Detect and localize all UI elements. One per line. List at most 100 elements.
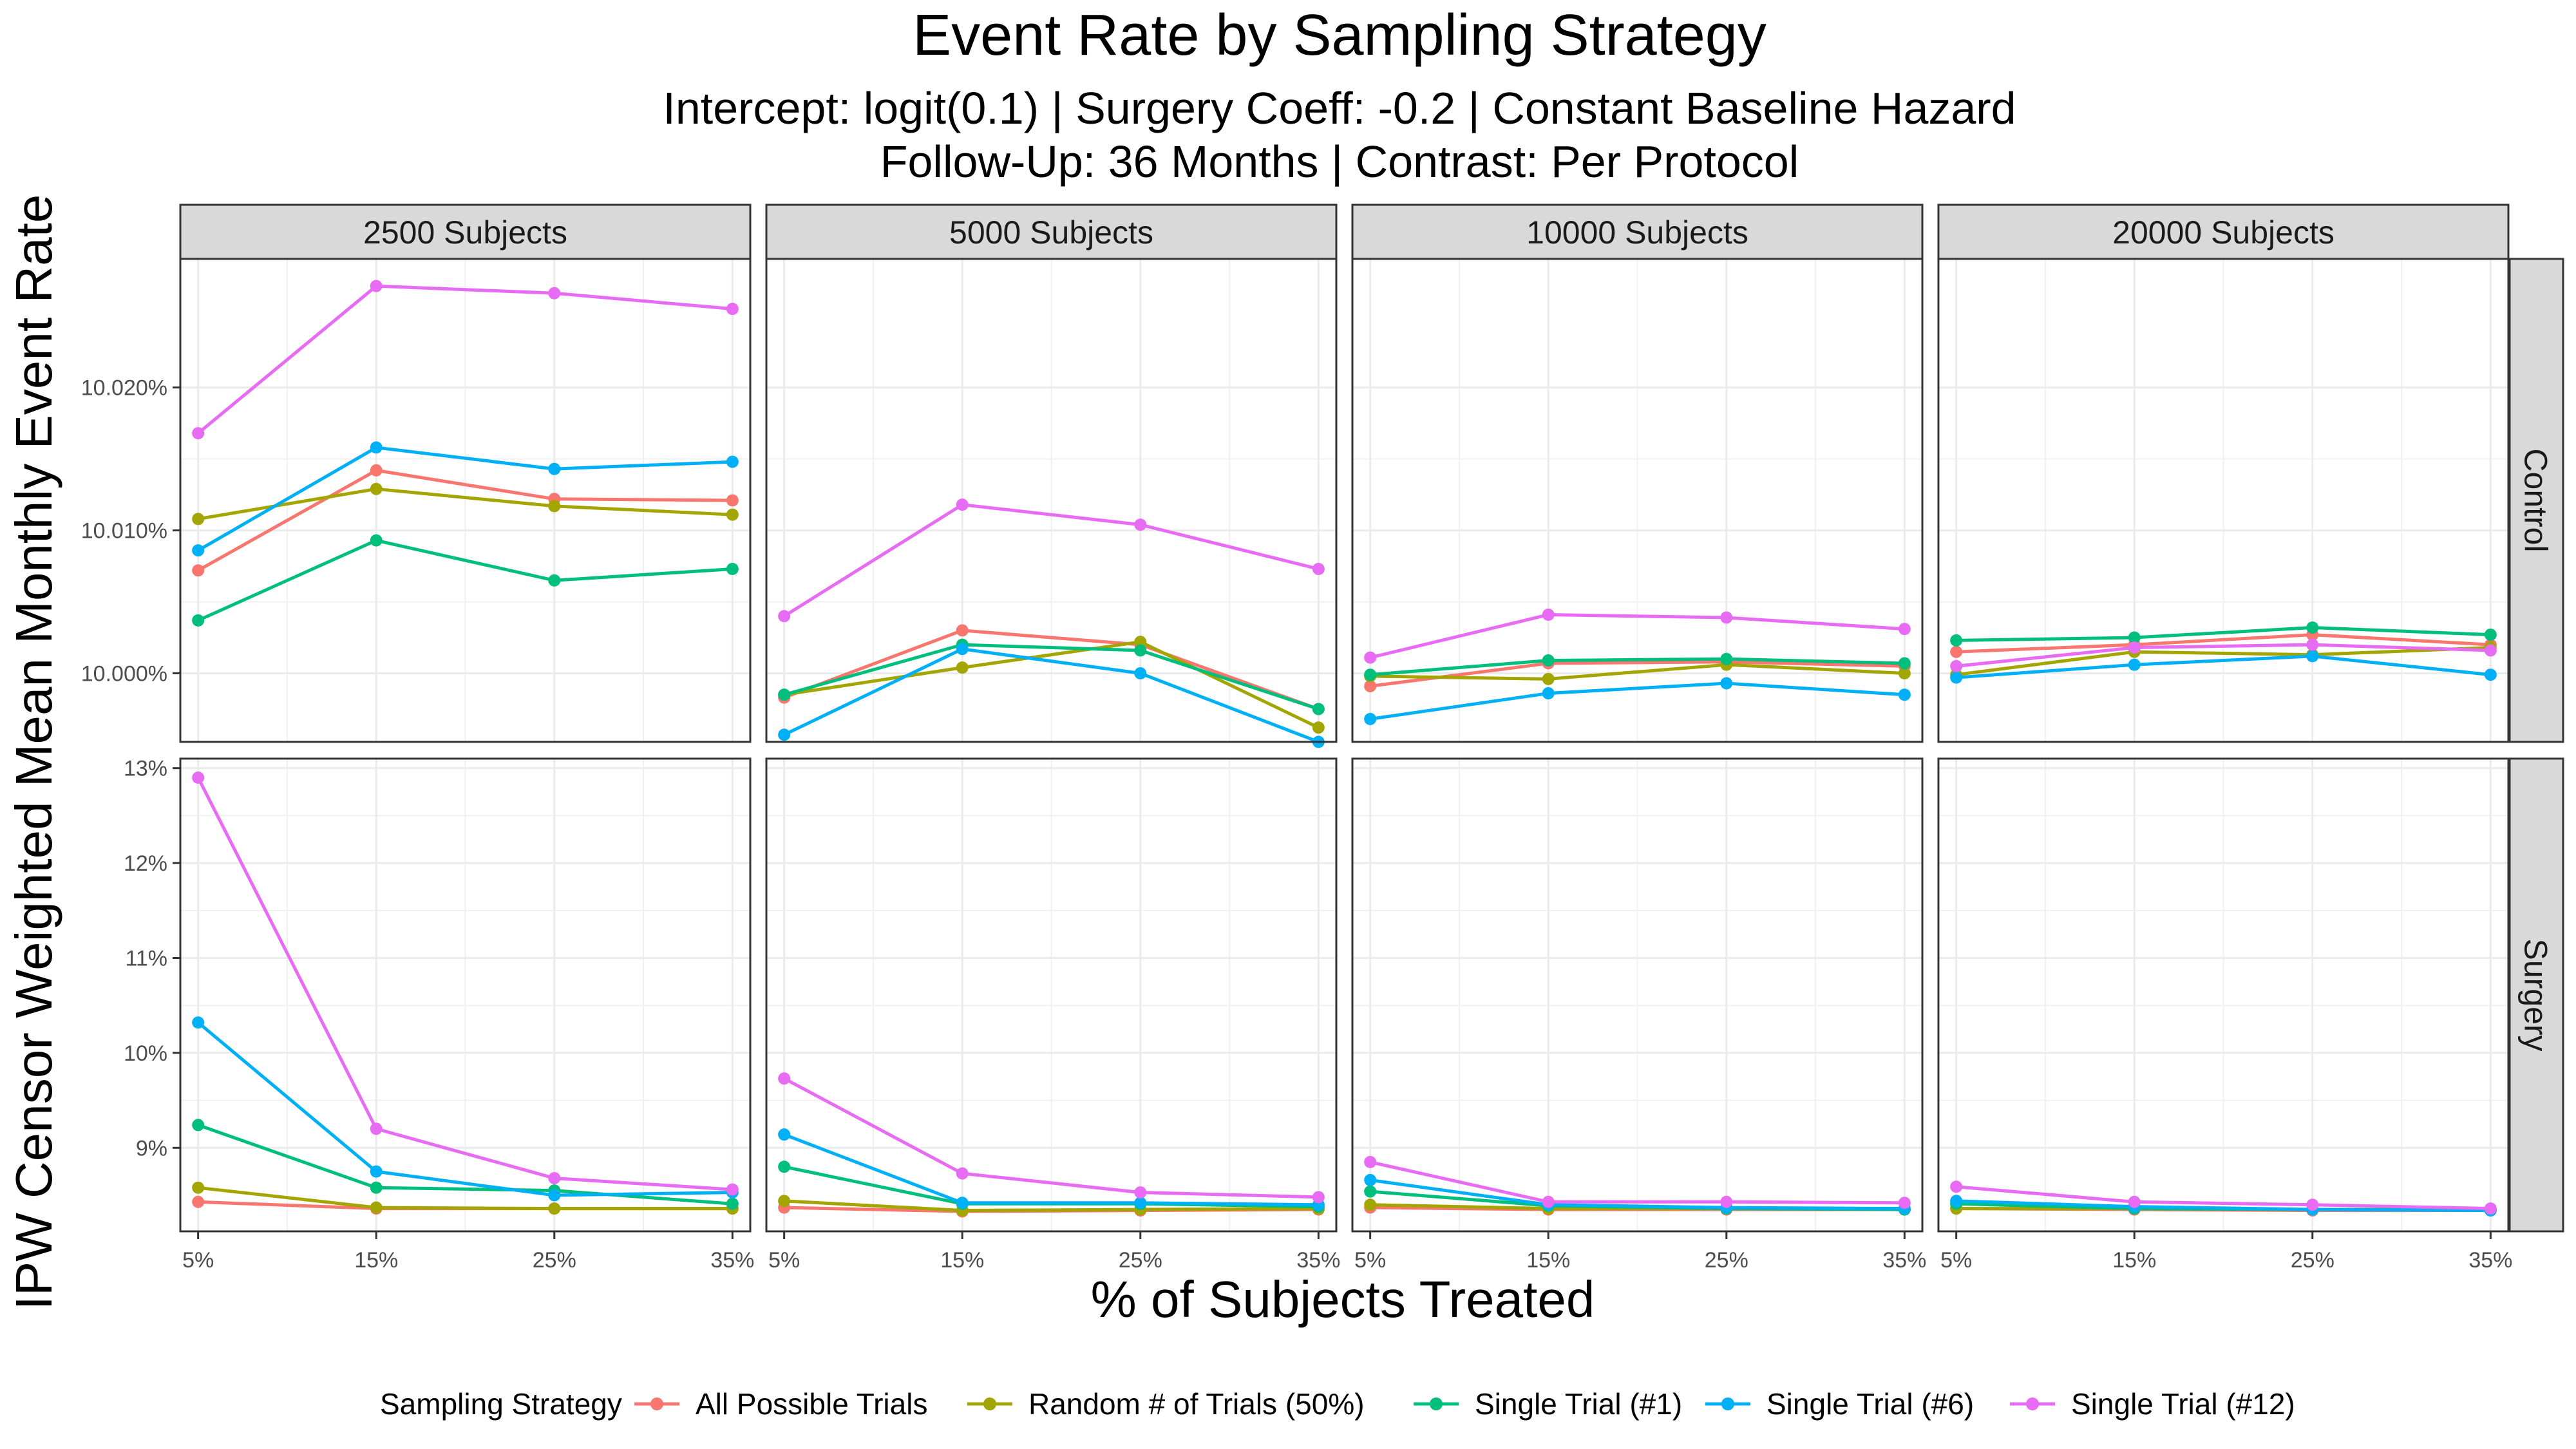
y-tick-label: 10.010%: [81, 519, 167, 544]
data-point: [1542, 609, 1555, 621]
series-line: [783, 1133, 1319, 1207]
y-tick-label: 12%: [124, 851, 167, 876]
data-point: [2128, 631, 2141, 644]
x-axis-title: % of Subjects Treated: [1091, 1271, 1595, 1328]
series-line: [197, 1123, 733, 1206]
data-point: [2484, 668, 2497, 681]
data-point: [1898, 657, 1911, 670]
data-point: [1364, 1173, 1377, 1186]
series-line: [197, 446, 733, 552]
data-point: [1950, 1195, 1963, 1208]
series-line: [1370, 1178, 1905, 1211]
x-tick-label: 5%: [1354, 1248, 1386, 1273]
data-point: [192, 427, 205, 440]
data-point: [1312, 721, 1325, 734]
data-point: [1898, 667, 1911, 679]
data-point: [726, 563, 739, 576]
facet-strip-label: 2500 Subjects: [363, 214, 567, 251]
legend-label: All Possible Trials: [696, 1387, 927, 1421]
data-point: [548, 462, 561, 475]
data-point: [192, 771, 205, 784]
facet-strip-label: 20000 Subjects: [2112, 214, 2334, 251]
data-point: [2306, 621, 2319, 634]
data-point: [370, 441, 383, 454]
data-point: [548, 1189, 561, 1202]
data-point: [726, 1183, 739, 1196]
data-point: [2128, 658, 2141, 671]
series-line: [197, 538, 733, 622]
legend-key-point: [2026, 1397, 2039, 1410]
x-tick-label: 15%: [2112, 1248, 2156, 1273]
data-point: [778, 610, 791, 623]
series-line: [198, 487, 733, 521]
series-line: [1956, 1185, 2491, 1211]
x-tick-label: 15%: [1526, 1248, 1570, 1273]
series-line: [1956, 625, 2491, 642]
chart-subtitle-line-1: Intercept: logit(0.1) | Surgery Coeff: -…: [663, 83, 2016, 133]
data-point: [1134, 518, 1147, 531]
data-point: [2484, 1202, 2497, 1215]
data-point: [778, 1195, 791, 1208]
data-point: [370, 279, 383, 292]
legend: Sampling Strategy All Possible Trials Rand…: [380, 1387, 2295, 1421]
data-point: [370, 1201, 383, 1214]
data-point: [370, 1181, 383, 1194]
data-point: [1364, 651, 1377, 664]
data-point: [726, 494, 739, 507]
series-line: [1956, 643, 2491, 668]
panel-border: [1937, 258, 2510, 743]
data-point: [1364, 712, 1377, 725]
data-point: [548, 287, 561, 299]
data-point: [370, 1165, 383, 1178]
panel-border: [179, 757, 752, 1233]
x-tick-label: 35%: [2468, 1248, 2512, 1273]
series-line: [784, 640, 1320, 730]
data-point: [370, 464, 383, 477]
panel-border: [1937, 757, 2510, 1233]
series-line: [783, 643, 1320, 711]
series-line: [783, 629, 1320, 711]
legend-label: Single Trial (#12): [2071, 1387, 2295, 1421]
data-point: [778, 688, 791, 701]
x-tick-label: 15%: [354, 1248, 398, 1273]
data-point: [956, 624, 969, 637]
series-line: [197, 1021, 733, 1197]
data-point: [2128, 1195, 2141, 1208]
facet-panel: [1937, 757, 2510, 1233]
data-point: [1364, 679, 1377, 692]
x-tick-label: 25%: [1705, 1248, 1748, 1273]
data-point: [1364, 1185, 1377, 1198]
chart-title: Event Rate by Sampling Strategy: [913, 3, 1766, 68]
data-point: [1134, 644, 1147, 657]
data-point: [1312, 1191, 1325, 1204]
series-line: [1370, 657, 1905, 677]
data-point: [1542, 672, 1555, 685]
data-point: [1542, 687, 1555, 700]
y-tick-label: 13%: [124, 757, 167, 781]
data-point: [1134, 1197, 1147, 1209]
data-point: [1898, 623, 1911, 636]
data-point: [548, 1171, 561, 1184]
data-point: [778, 728, 791, 741]
facet-panel: [1351, 258, 1924, 743]
facet-strip-row-label: Surgery: [2518, 938, 2554, 1051]
data-point: [1134, 636, 1147, 649]
data-point: [1950, 634, 1963, 647]
data-point: [2484, 644, 2497, 657]
legend-title: Sampling Strategy: [380, 1387, 622, 1421]
data-point: [1950, 659, 1963, 672]
x-tick-label: 5%: [182, 1248, 214, 1273]
data-point: [1312, 703, 1325, 715]
series-line: [196, 777, 733, 1191]
y-tick-label: 10%: [124, 1041, 167, 1066]
facet-panel: [765, 757, 1338, 1233]
data-point: [1898, 1197, 1911, 1209]
data-point: [1720, 652, 1733, 665]
data-point: [548, 1202, 561, 1215]
data-point: [192, 1195, 205, 1208]
legend-key-point: [983, 1397, 996, 1410]
series-line: [1370, 1160, 1905, 1205]
panel-border: [765, 757, 1338, 1233]
x-tick-label: 5%: [768, 1248, 800, 1273]
